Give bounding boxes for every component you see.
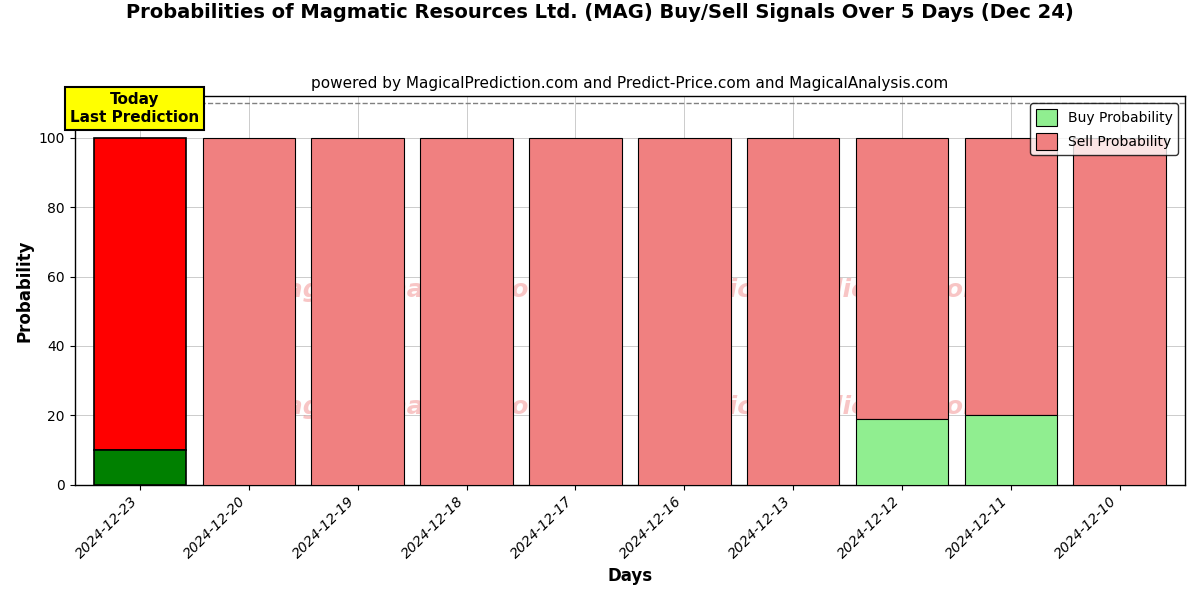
Text: MagicalAnalysis.com: MagicalAnalysis.com xyxy=(262,395,554,419)
Text: MagicalAnalysis.com: MagicalAnalysis.com xyxy=(262,278,554,302)
Y-axis label: Probability: Probability xyxy=(16,239,34,341)
Bar xyxy=(312,138,404,485)
Bar xyxy=(856,419,948,485)
Bar xyxy=(203,138,295,485)
Bar xyxy=(529,138,622,485)
Text: Today
Last Prediction: Today Last Prediction xyxy=(70,92,199,125)
Bar xyxy=(420,138,512,485)
Text: Probabilities of Magmatic Resources Ltd. (MAG) Buy/Sell Signals Over 5 Days (Dec: Probabilities of Magmatic Resources Ltd.… xyxy=(126,3,1074,22)
Legend: Buy Probability, Sell Probability: Buy Probability, Sell Probability xyxy=(1030,103,1178,155)
Bar xyxy=(94,138,186,450)
X-axis label: Days: Days xyxy=(607,567,653,585)
Bar xyxy=(638,138,731,485)
Text: MagicalPrediction.com: MagicalPrediction.com xyxy=(670,395,990,419)
Bar xyxy=(746,138,839,485)
Title: powered by MagicalPrediction.com and Predict-Price.com and MagicalAnalysis.com: powered by MagicalPrediction.com and Pre… xyxy=(311,76,948,91)
Text: MagicalPrediction.com: MagicalPrediction.com xyxy=(670,278,990,302)
Bar xyxy=(856,138,948,419)
Bar xyxy=(965,138,1057,415)
Bar xyxy=(1074,138,1166,485)
Bar xyxy=(94,450,186,485)
Bar xyxy=(965,415,1057,485)
